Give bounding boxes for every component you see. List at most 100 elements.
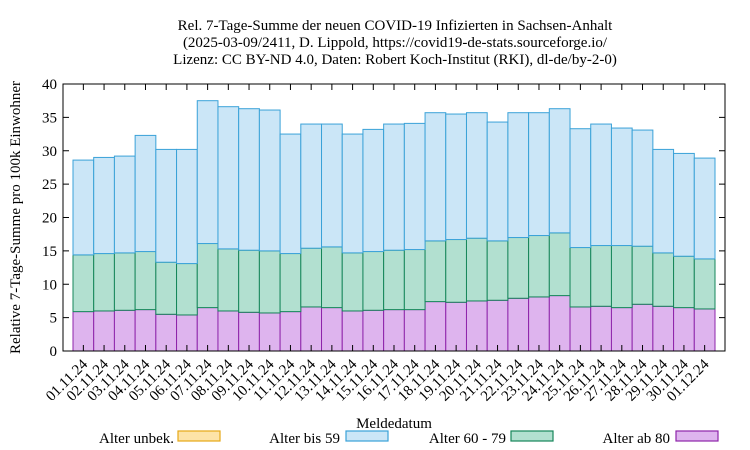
bar-segment (424, 112, 447, 242)
bar-segment (445, 113, 467, 241)
bar-segment (465, 237, 488, 302)
bar-segment (134, 309, 157, 352)
title-line: Rel. 7-Tage-Summe der neuen COVID-19 Inf… (178, 18, 613, 34)
y-tick-label: 5 (50, 311, 58, 327)
bar-segment (673, 255, 695, 309)
bar-segment (528, 112, 550, 237)
bar-segment (465, 112, 488, 239)
bar-segment (113, 309, 136, 352)
bar-segment (548, 232, 571, 297)
bar-segment (548, 295, 571, 352)
bar-segment (569, 128, 592, 249)
bars (72, 100, 716, 352)
bar-segment (321, 123, 343, 248)
bar-segment (424, 301, 447, 352)
bar-segment (507, 112, 530, 239)
bar-segment (693, 308, 716, 352)
bar-segment (321, 307, 343, 352)
bar-segment (590, 123, 612, 247)
bar-segment (590, 245, 612, 307)
bar-segment (528, 235, 550, 298)
y-tick-label: 35 (42, 110, 57, 126)
bar-segment (279, 253, 302, 313)
y-tick-label: 0 (50, 344, 58, 360)
bar-segment (610, 245, 633, 309)
bar-segment (693, 157, 716, 260)
y-tick-label: 10 (42, 277, 57, 293)
bar-segment (196, 243, 219, 309)
bar-segment (507, 237, 530, 299)
legend-label: Alter 60 - 79 (429, 431, 506, 447)
title-line: Lizenz: CC BY-ND 4.0, Daten: Robert Koch… (173, 52, 617, 68)
bar-segment (631, 245, 654, 305)
bar-segment (362, 251, 385, 311)
bar-segment (610, 127, 633, 247)
legend-swatch (345, 430, 389, 442)
legend-label: Alter ab 80 (603, 431, 670, 447)
bar-segment (134, 134, 157, 253)
bar-segment (258, 109, 281, 252)
bar-segment (134, 251, 157, 311)
bar-segment (238, 108, 260, 251)
bar-segment (176, 148, 198, 265)
bar-segment (631, 129, 654, 247)
legend-swatch (510, 430, 554, 442)
bar-segment (507, 297, 530, 352)
bar-segment (445, 239, 467, 303)
bar-segment (300, 306, 323, 352)
bar-segment (673, 307, 695, 352)
bar-segment (652, 148, 675, 254)
bar-segment (652, 252, 675, 307)
bar-segment (155, 261, 178, 315)
bar-segment (362, 309, 385, 352)
legend-swatch (177, 430, 221, 442)
bar-segment (465, 300, 488, 352)
bar-segment (528, 296, 550, 352)
bar-segment (113, 252, 136, 311)
bar-segment (403, 122, 426, 251)
y-tick-label: 15 (42, 244, 57, 260)
legend: Alter unbek. Alter bis 59 Alter 60 - 79 Alt… (99, 430, 719, 447)
bar-segment (403, 249, 426, 311)
bar-segment (196, 307, 219, 352)
bar-segment (321, 246, 343, 309)
bar-segment (72, 254, 95, 313)
bar-segment (610, 307, 633, 352)
bar-segment (548, 108, 571, 234)
y-tick-label: 25 (42, 177, 57, 193)
bar-segment (93, 310, 115, 352)
bar-segment (93, 156, 115, 255)
bar-segment (258, 250, 281, 314)
bar-segment (486, 121, 509, 242)
bar-segment (569, 247, 592, 308)
bar-segment (403, 309, 426, 352)
bar-segment (279, 133, 302, 255)
bar-segment (72, 159, 95, 256)
bar-segment (341, 310, 364, 352)
bar-segment (238, 249, 260, 313)
y-tick-label: 20 (42, 211, 57, 227)
bar-segment (217, 310, 240, 352)
bar-segment (652, 305, 675, 352)
bar-segment (631, 303, 654, 352)
bar-segment (341, 133, 364, 254)
y-axis: 0 5 10 15 20 25 30 35 40 (42, 77, 725, 360)
bar-segment (155, 148, 178, 263)
bar-segment (445, 301, 467, 352)
bar-segment (113, 155, 136, 254)
bar-segment (673, 152, 695, 257)
chart-title: Rel. 7-Tage-Summe der neuen COVID-19 Inf… (173, 18, 617, 68)
y-axis-label: Relative 7-Tage-Summe pro 100k Einwohner (8, 81, 24, 354)
bar-segment (93, 253, 115, 312)
bar-segment (424, 240, 447, 303)
bar-segment (341, 252, 364, 312)
bar-segment (486, 299, 509, 352)
bar-segment (217, 248, 240, 312)
bar-segment (383, 249, 405, 311)
bar-segment (383, 309, 405, 352)
bar-segment (569, 306, 592, 352)
bar-segment (300, 247, 323, 308)
bar-segment (300, 123, 323, 249)
legend-swatch (675, 430, 719, 442)
